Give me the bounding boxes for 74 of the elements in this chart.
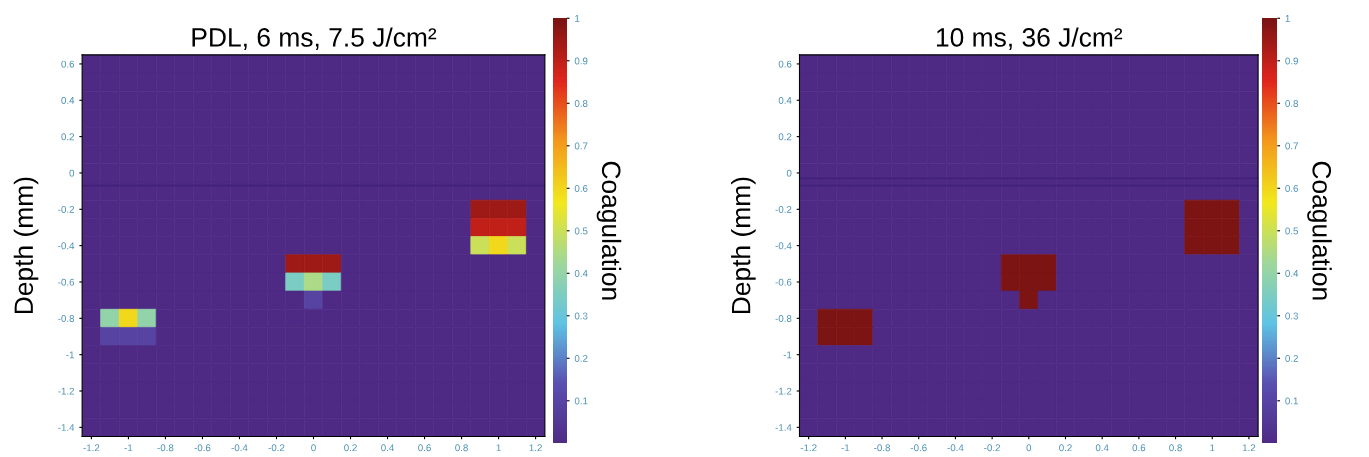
color-bar-label: 0.4 bbox=[574, 270, 588, 277]
y-tick-label: -0.6 bbox=[58, 278, 75, 286]
y-tick-label: -1.2 bbox=[775, 387, 792, 395]
color-bar-label: 0.1 bbox=[574, 397, 588, 405]
y-tick-label: 0 bbox=[786, 169, 792, 177]
y-tick-label: 0.2 bbox=[61, 133, 75, 141]
color-bar-label: 0.7 bbox=[1285, 142, 1298, 150]
color-bar-label: 0.5 bbox=[574, 227, 588, 235]
color-bar-label: 0.3 bbox=[1285, 312, 1298, 320]
color-bar-label: 1 bbox=[575, 15, 580, 22]
x-tick-label: 1.2 bbox=[529, 444, 542, 452]
x-tick-label: -0.4 bbox=[947, 444, 964, 452]
color-bar-label: 0.8 bbox=[1285, 100, 1299, 107]
x-tick-label: 1.2 bbox=[1242, 444, 1256, 452]
x-tick-label: -1 bbox=[124, 444, 133, 452]
color-bar-label: 0.2 bbox=[574, 355, 588, 362]
x-tick-label: 0.6 bbox=[1132, 444, 1146, 452]
x-tick-label: -1 bbox=[841, 444, 850, 452]
y-tick-label: -1 bbox=[66, 351, 75, 359]
x-tick-label: -0.6 bbox=[910, 444, 927, 452]
y-tick-label: -0.8 bbox=[58, 315, 75, 322]
color-bar-label: 0.1 bbox=[1285, 397, 1298, 405]
x-tick-label: 0.4 bbox=[381, 444, 395, 452]
x-tick-label: -1.2 bbox=[800, 444, 817, 452]
y-tick-label: 0.4 bbox=[778, 97, 792, 104]
color-bar-label: 0.5 bbox=[1285, 227, 1299, 235]
color-bar-label: 0.9 bbox=[1285, 57, 1298, 65]
color-bar-label: 0.9 bbox=[574, 57, 588, 65]
y-axis-title: Depth (mm) bbox=[731, 177, 756, 314]
x-tick-label: 0.2 bbox=[344, 444, 357, 452]
x-tick-label: 0.4 bbox=[1095, 444, 1109, 452]
color-bar-label: 0.8 bbox=[574, 100, 588, 107]
y-tick-label: -1.4 bbox=[58, 424, 75, 431]
y-tick-label: 0.6 bbox=[778, 60, 792, 68]
y-tick-label: -0.8 bbox=[775, 315, 792, 322]
x-tick-label: 0.8 bbox=[455, 444, 468, 452]
y-tick-label: -0.2 bbox=[58, 206, 75, 213]
y-tick-label: -0.4 bbox=[58, 242, 75, 250]
y-tick-label: -1.4 bbox=[775, 424, 792, 431]
x-tick-label: -0.6 bbox=[194, 444, 211, 452]
y-tick-label: -1.2 bbox=[58, 387, 75, 395]
color-bar-label: 1 bbox=[1285, 15, 1290, 22]
y-tick-label: -0.4 bbox=[775, 242, 792, 250]
x-tick-label: -0.4 bbox=[231, 444, 248, 452]
x-tick-label: -1.2 bbox=[83, 444, 100, 452]
x-tick-label: 1 bbox=[1210, 444, 1215, 452]
color-bar-label: 0.7 bbox=[574, 142, 588, 150]
x-tick-label: -0.8 bbox=[874, 444, 890, 452]
chart-title: PDL, 6 ms, 7.5 J/cm² bbox=[192, 27, 437, 50]
color-bar-label: 0.2 bbox=[1285, 355, 1298, 362]
color-bar-title: Coagulation bbox=[596, 161, 622, 300]
y-tick-label: -0.2 bbox=[775, 206, 792, 213]
y-tick-label: 0.4 bbox=[61, 97, 75, 104]
chart-title: 10 ms, 36 J/cm² bbox=[936, 27, 1123, 50]
color-bar-label: 0.6 bbox=[1285, 185, 1298, 192]
x-tick-label: -0.2 bbox=[268, 444, 285, 452]
y-tick-label: 0.6 bbox=[61, 60, 75, 68]
color-bar-label: 0.4 bbox=[1285, 270, 1299, 277]
y-tick-label: -1 bbox=[783, 351, 792, 359]
x-tick-label: -0.2 bbox=[984, 444, 1000, 452]
x-tick-label: 0.2 bbox=[1059, 444, 1072, 452]
color-bar-label: 0.6 bbox=[574, 185, 588, 192]
color-bar-title: Coagulation bbox=[1307, 161, 1332, 300]
y-tick-label: -0.6 bbox=[775, 278, 792, 286]
x-tick-label: 0 bbox=[1026, 444, 1032, 452]
x-tick-label: -0.8 bbox=[157, 444, 174, 452]
x-tick-label: 0 bbox=[311, 444, 316, 452]
color-bar-label: 0.3 bbox=[574, 312, 588, 320]
y-tick-label: 0.2 bbox=[778, 133, 792, 141]
x-tick-label: 1 bbox=[496, 444, 501, 452]
y-axis-title: Depth (mm) bbox=[13, 177, 39, 314]
y-tick-label: 0 bbox=[69, 169, 75, 177]
x-tick-label: 0.8 bbox=[1169, 444, 1182, 452]
x-tick-label: 0.6 bbox=[418, 444, 431, 452]
